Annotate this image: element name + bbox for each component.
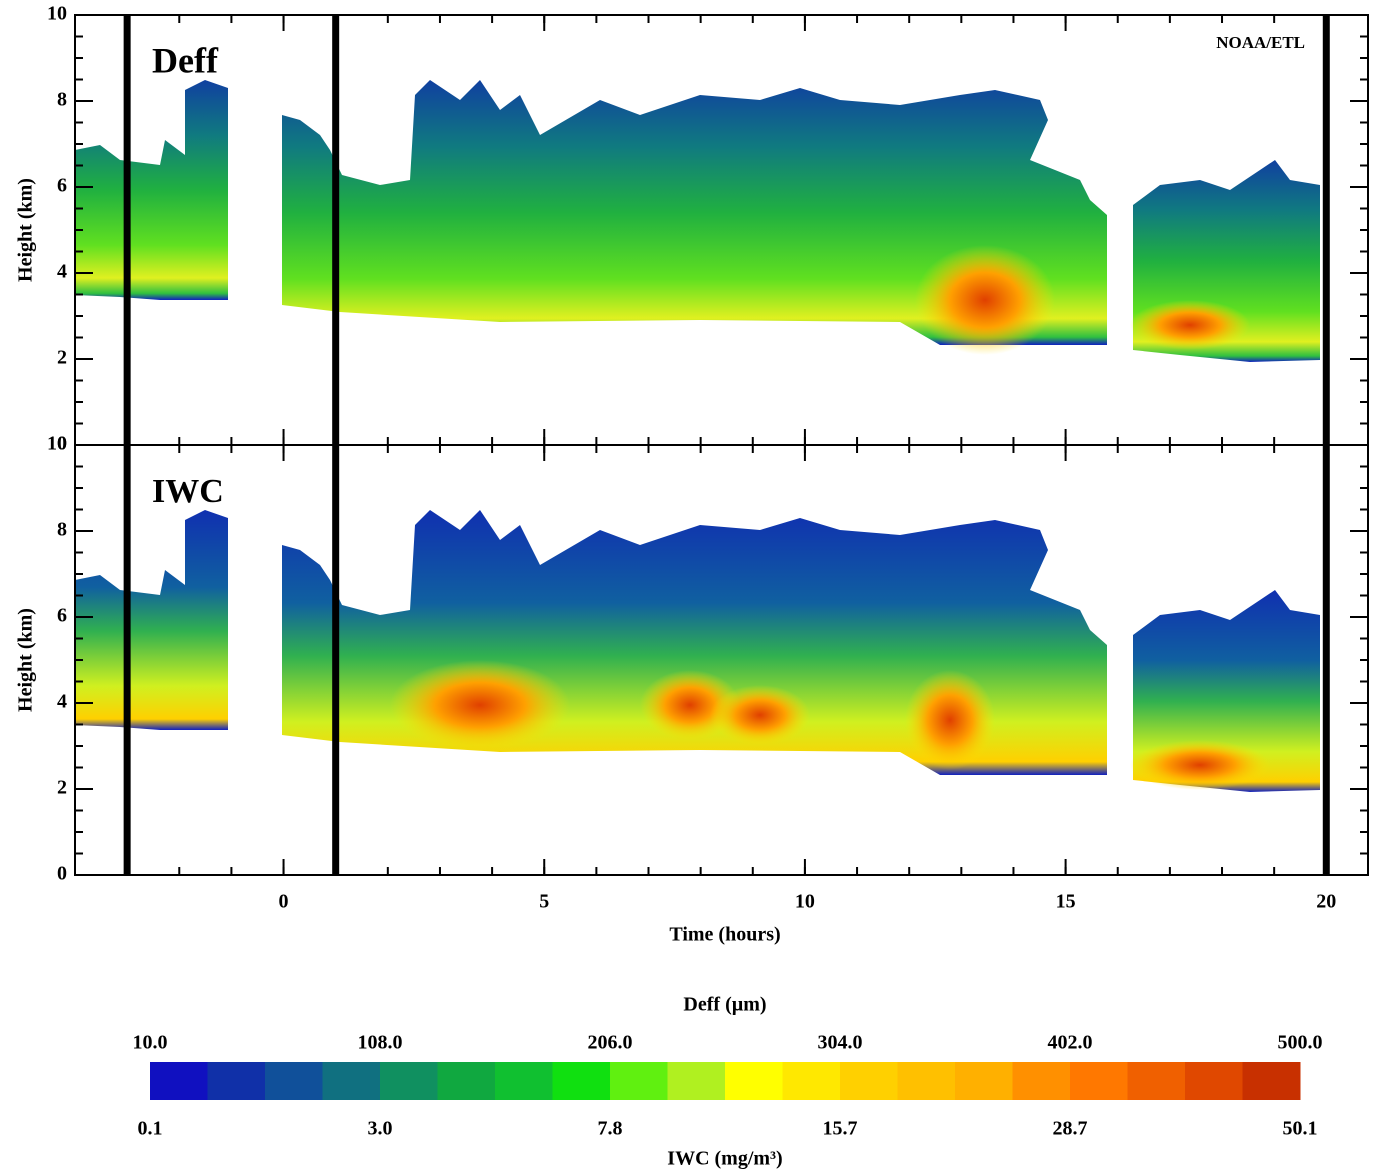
colorbar-title: IWC (mg/m³) <box>667 1148 782 1170</box>
y-tick-label: 8 <box>57 89 67 111</box>
colorbar-tick-label: 108.0 <box>358 1032 403 1054</box>
cloud-field <box>75 80 1320 362</box>
y-tick-label: 6 <box>57 605 67 627</box>
y-tick-label: 4 <box>57 691 67 713</box>
colorbar-swatch <box>1127 1062 1186 1100</box>
colorbar-swatch <box>1070 1062 1128 1100</box>
colorbar-swatch <box>725 1062 783 1100</box>
colorbar-tick-label: 304.0 <box>818 1032 863 1054</box>
colorbar-swatch <box>150 1062 208 1100</box>
annotation: NOAA/ETL <box>1216 33 1305 52</box>
colorbar-swatch <box>322 1062 381 1100</box>
colorbar-swatch <box>552 1062 611 1100</box>
colorbar-swatch <box>897 1062 956 1100</box>
y-tick-label: 8 <box>57 519 67 541</box>
y-tick-label: 10 <box>47 433 67 455</box>
colorbar-title: Deff (µm) <box>683 994 766 1016</box>
colorbar-tick-label: 28.7 <box>1053 1118 1088 1140</box>
y-tick-label: 4 <box>57 261 67 283</box>
colorbar-swatch <box>1185 1062 1243 1100</box>
colorbar-swatch <box>955 1062 1013 1100</box>
x-tick-label: 5 <box>539 891 549 913</box>
x-tick-label: 10 <box>795 891 815 913</box>
colorbar-tick-label: 15.7 <box>823 1118 858 1140</box>
colorbar-tick-label: 10.0 <box>133 1032 168 1054</box>
x-tick-label: 0 <box>279 891 289 913</box>
colorbar-swatch <box>1012 1062 1071 1100</box>
x-tick-label: 20 <box>1316 891 1336 913</box>
colorbar-swatch <box>840 1062 898 1100</box>
cloud-field <box>75 510 1320 792</box>
colorbar-tick-label: 3.0 <box>368 1118 393 1140</box>
y-tick-label: 2 <box>57 347 67 369</box>
colorbar-tick-label: 0.1 <box>138 1118 163 1140</box>
colorbar-tick-label: 402.0 <box>1048 1032 1093 1054</box>
colorbar-swatch <box>437 1062 496 1100</box>
panel-label: Deff <box>152 40 219 80</box>
y-tick-label: 0 <box>57 433 67 455</box>
x-tick-label: 15 <box>1056 891 1076 913</box>
y-tick-label: 10 <box>47 3 67 25</box>
x-axis-label: Time (hours) <box>669 924 780 946</box>
colorbar-swatch <box>782 1062 841 1100</box>
colorbar-tick-label: 206.0 <box>588 1032 633 1054</box>
colorbar-swatch <box>667 1062 726 1100</box>
panel-label: IWC <box>152 473 224 510</box>
colorbar-swatch <box>610 1062 668 1100</box>
colorbar-swatch <box>495 1062 553 1100</box>
colorbar-tick-label: 500.0 <box>1278 1032 1323 1054</box>
colorbar-tick-label: 7.8 <box>598 1118 623 1140</box>
y-tick-label: 2 <box>57 777 67 799</box>
colorbar-swatch <box>207 1062 266 1100</box>
colorbar-tick-label: 50.1 <box>1283 1118 1318 1140</box>
colorbar-swatch <box>380 1062 438 1100</box>
colorbar-swatch <box>1242 1062 1301 1100</box>
y-axis-label: Height (km) <box>15 178 37 282</box>
y-tick-label: 0 <box>57 863 67 885</box>
colorbar-swatch <box>265 1062 323 1100</box>
y-tick-label: 6 <box>57 175 67 197</box>
y-axis-label: Height (km) <box>15 608 37 712</box>
